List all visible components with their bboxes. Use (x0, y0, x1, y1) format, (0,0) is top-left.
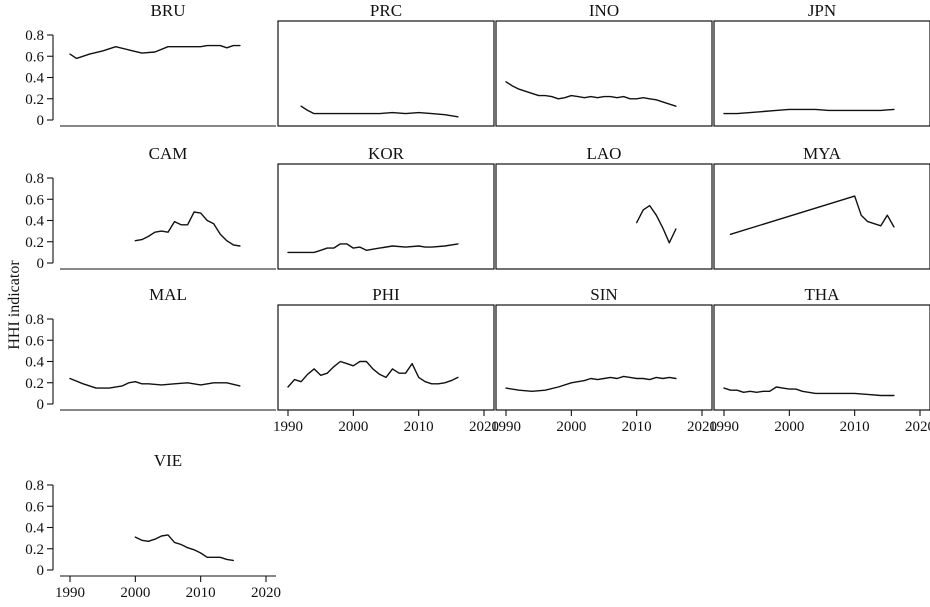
series-line-jpn (723, 108, 895, 115)
series-line-bru (69, 44, 241, 60)
y-tick-label: 0 (37, 397, 45, 413)
plot-frame (713, 20, 930, 127)
panel-jpn: JPN (713, 1, 930, 127)
x-tick-label: 2010 (622, 419, 652, 435)
series-line-cam (134, 211, 241, 247)
y-tick-label: 0 (37, 563, 45, 579)
panel-title: LAO (587, 144, 622, 163)
x-tick-label: 1990 (709, 419, 739, 435)
y-tick-label: 0.2 (25, 92, 44, 108)
x-tick-label: 2010 (186, 585, 216, 601)
panel-title: BRU (151, 1, 186, 20)
series-line-ino (505, 81, 677, 107)
panel-phi: PHI 1990 2000 2010 2020 (273, 285, 499, 435)
y-tick-label: 0.8 (25, 478, 44, 494)
panel-mal: MAL 0 0.2 0.4 0.6 0.8 (25, 285, 276, 413)
panel-title: CAM (149, 144, 188, 163)
y-tick-label: 0.8 (25, 171, 44, 187)
plot-frame (277, 304, 495, 411)
y-axis-label: HHI indicator (6, 260, 23, 350)
panel-sin: SIN 1990 2000 2010 2020 (491, 285, 717, 435)
panel-ino: INO (495, 1, 713, 127)
panels-container: BRU 0 0.2 0.4 0.6 0.8 PRC INO JPN CAM 0 0.2 0.4 0.6 0.… (25, 1, 930, 601)
series-line-mya (729, 195, 895, 236)
panel-lao: LAO (495, 144, 713, 270)
panel-title: KOR (368, 144, 405, 163)
plot-frame (495, 304, 713, 411)
x-tick-label: 2000 (556, 419, 586, 435)
panel-bru: BRU 0 0.2 0.4 0.6 0.8 (25, 1, 276, 129)
plot-frame (277, 20, 495, 127)
panel-mya: MYA (713, 144, 930, 270)
plot-frame (713, 304, 930, 411)
series-line-tha (723, 386, 895, 397)
panel-title: INO (589, 1, 619, 20)
series-line-phi (287, 360, 459, 388)
y-tick-label: 0 (37, 256, 45, 272)
y-tick-label: 0.2 (25, 235, 44, 251)
plot-frame (495, 163, 713, 270)
panel-cam: CAM 0 0.2 0.4 0.6 0.8 (25, 144, 276, 272)
series-line-prc (300, 105, 459, 118)
series-line-kor (287, 243, 459, 254)
series-line-vie (134, 534, 235, 562)
panel-vie: VIE 0 0.2 0.4 0.6 0.8 1990 2000 2010 2020 (25, 451, 281, 601)
y-tick-label: 0.6 (25, 49, 44, 65)
x-tick-label: 2010 (404, 419, 434, 435)
panel-title: MAL (149, 285, 187, 304)
x-tick-label: 2020 (687, 419, 717, 435)
panel-tha: THA 1990 2000 2010 2020 (709, 285, 930, 435)
series-line-mal (69, 377, 241, 389)
y-tick-label: 0.4 (25, 71, 44, 87)
y-tick-label: 0.4 (25, 355, 44, 371)
panel-title: MYA (803, 144, 842, 163)
y-tick-label: 0.2 (25, 376, 44, 392)
x-tick-label: 1990 (491, 419, 521, 435)
y-tick-label: 0.6 (25, 333, 44, 349)
panel-title: VIE (154, 451, 182, 470)
panel-title: PHI (372, 285, 400, 304)
x-tick-label: 2000 (120, 585, 150, 601)
y-tick-label: 0.4 (25, 214, 44, 230)
y-tick-label: 0.6 (25, 499, 44, 515)
panel-title: SIN (590, 285, 617, 304)
y-tick-label: 0.4 (25, 521, 44, 537)
y-tick-label: 0.6 (25, 192, 44, 208)
plot-frame (495, 20, 713, 127)
plot-frame (713, 163, 930, 270)
x-tick-label: 2010 (840, 419, 870, 435)
panel-title: THA (805, 285, 841, 304)
series-line-sin (505, 375, 677, 392)
panel-title: JPN (808, 1, 836, 20)
x-tick-label: 2020 (905, 419, 930, 435)
panel-kor: KOR (277, 144, 495, 270)
series-line-lao (636, 204, 677, 244)
panel-title: PRC (370, 1, 402, 20)
x-tick-label: 2000 (338, 419, 368, 435)
x-tick-label: 1990 (273, 419, 303, 435)
y-tick-label: 0.8 (25, 312, 44, 328)
y-tick-label: 0.8 (25, 28, 44, 44)
panel-prc: PRC (277, 1, 495, 127)
x-tick-label: 2000 (774, 419, 804, 435)
y-tick-label: 0 (37, 113, 45, 129)
x-tick-label: 1990 (55, 585, 85, 601)
x-tick-label: 2020 (469, 419, 499, 435)
plot-frame (277, 163, 495, 270)
x-tick-label: 2020 (251, 585, 281, 601)
y-tick-label: 0.2 (25, 542, 44, 558)
